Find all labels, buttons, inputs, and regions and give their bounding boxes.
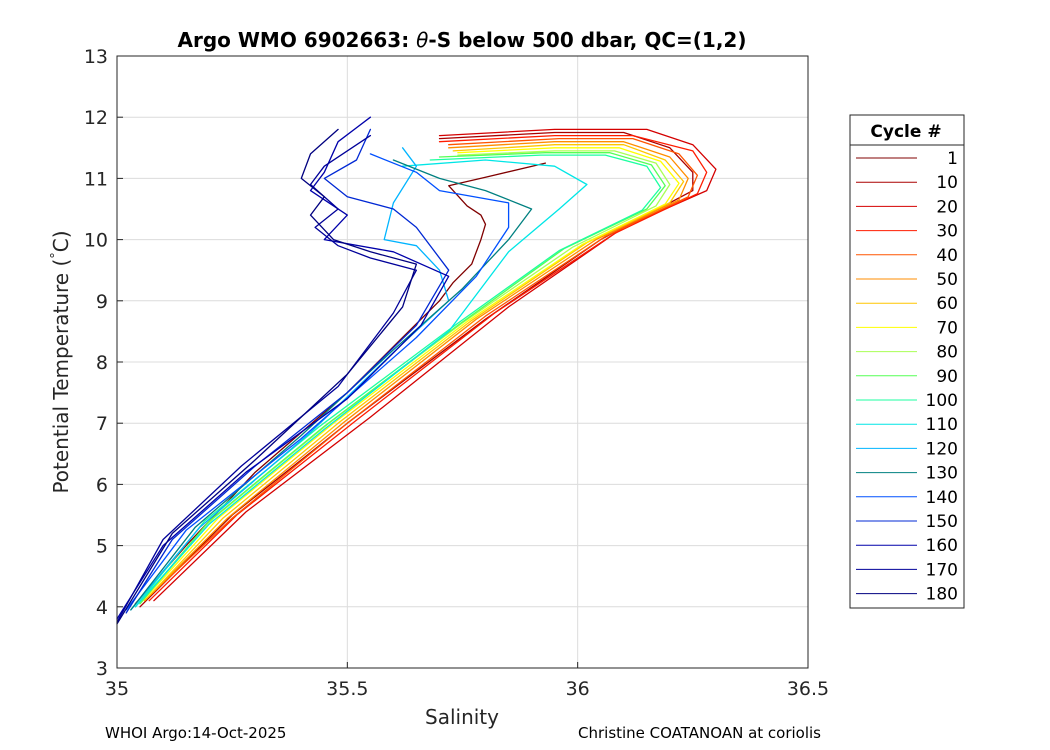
y-tick-label: 3 bbox=[96, 658, 108, 680]
legend-label: 1 bbox=[947, 149, 958, 169]
legend-label: 40 bbox=[936, 246, 958, 266]
y-tick-label: 4 bbox=[96, 597, 108, 619]
theta-symbol: θ bbox=[416, 28, 428, 52]
legend-label: 150 bbox=[926, 512, 958, 532]
series-line-cycle-180 bbox=[116, 128, 418, 625]
legend-label: 140 bbox=[926, 488, 958, 508]
legend-title: Cycle # bbox=[870, 122, 941, 142]
series-line-cycle-120 bbox=[130, 147, 450, 611]
legend-label: 30 bbox=[936, 222, 958, 242]
legend-box bbox=[849, 114, 965, 609]
series-line-cycle-150 bbox=[125, 128, 450, 614]
legend-label: 50 bbox=[936, 270, 958, 290]
x-axis-label: Salinity bbox=[425, 705, 499, 729]
y-label-prefix: Potential Temperature ( bbox=[49, 259, 73, 494]
x-tick-label: 36.5 bbox=[787, 678, 829, 700]
series-line-cycle-1 bbox=[134, 162, 547, 605]
legend-label: 100 bbox=[926, 391, 958, 411]
y-tick-label: 11 bbox=[84, 168, 108, 190]
series-line-cycle-70 bbox=[139, 147, 680, 605]
footer-source-date: WHOI Argo:14-Oct-2025 bbox=[105, 724, 287, 742]
axis-ticks: 35 35.5 36 36.5 3 4 5 6 7 8 9 10 11 12 13 bbox=[84, 46, 829, 700]
legend: Cycle # 11020304050607080901001101201301… bbox=[849, 114, 965, 609]
y-tick-label: 9 bbox=[96, 291, 108, 313]
legend-label: 130 bbox=[926, 464, 958, 484]
y-tick-label: 5 bbox=[96, 536, 108, 558]
series-line-cycle-160 bbox=[116, 116, 450, 620]
series-line-cycle-90 bbox=[139, 152, 666, 605]
legend-label: 80 bbox=[936, 343, 958, 363]
series-line-cycle-110 bbox=[134, 159, 588, 608]
legend-label: 110 bbox=[926, 415, 958, 435]
footer-author: Christine COATANOAN at coriolis bbox=[578, 724, 821, 742]
title-suffix: -S below 500 dbar, QC=(1,2) bbox=[428, 28, 746, 52]
legend-label: 90 bbox=[936, 367, 958, 387]
x-tick-label: 35.5 bbox=[326, 678, 368, 700]
y-tick-label: 13 bbox=[84, 46, 108, 68]
y-axis-label: Potential Temperature (°C) bbox=[49, 230, 73, 493]
legend-label: 20 bbox=[936, 197, 958, 217]
title-prefix: Argo WMO 6902663: bbox=[178, 28, 417, 52]
y-tick-label: 12 bbox=[84, 107, 108, 129]
legend-label: 10 bbox=[936, 173, 958, 193]
series-line-cycle-10 bbox=[139, 131, 694, 608]
series-line-cycle-140 bbox=[125, 153, 510, 611]
legend-label: 160 bbox=[926, 536, 958, 556]
degree-symbol: ° bbox=[49, 252, 64, 259]
series-line-cycle-50 bbox=[143, 141, 689, 602]
y-tick-label: 8 bbox=[96, 352, 108, 374]
x-tick-label: 36 bbox=[566, 678, 590, 700]
y-tick-label: 6 bbox=[96, 474, 108, 496]
legend-label: 170 bbox=[926, 560, 958, 580]
legend-entries: 1102030405060708090100110120130140150160… bbox=[856, 149, 958, 605]
legend-label: 60 bbox=[936, 294, 958, 314]
series-line-cycle-20 bbox=[153, 128, 717, 602]
y-tick-label: 7 bbox=[96, 413, 108, 435]
series-line-cycle-40 bbox=[143, 137, 699, 602]
legend-label: 70 bbox=[936, 318, 958, 338]
legend-label: 120 bbox=[926, 439, 958, 459]
series-line-cycle-170 bbox=[116, 134, 418, 623]
series-line-cycle-30 bbox=[148, 134, 708, 602]
chart-title: Argo WMO 6902663: θ-S below 500 dbar, QC… bbox=[178, 28, 747, 52]
y-tick-label: 10 bbox=[84, 230, 108, 252]
series-layer bbox=[116, 116, 717, 625]
y-label-suffix: C) bbox=[49, 230, 73, 252]
legend-label: 180 bbox=[926, 585, 958, 605]
x-tick-label: 35 bbox=[105, 678, 129, 700]
series-line-cycle-60 bbox=[143, 144, 685, 602]
